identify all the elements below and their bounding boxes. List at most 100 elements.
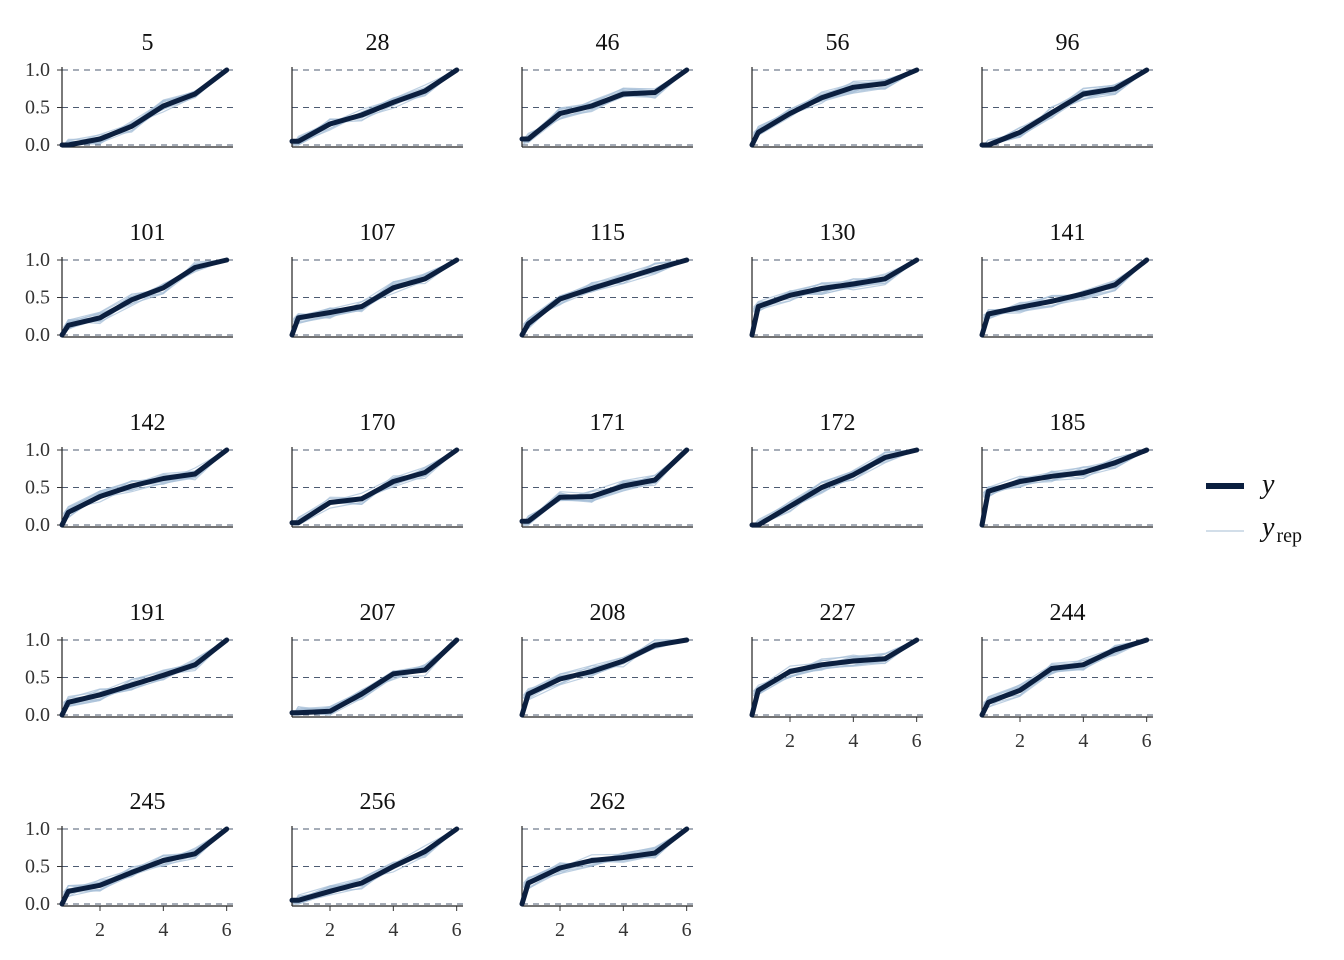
y-line <box>59 637 230 718</box>
panel-title: 207 <box>360 600 396 626</box>
yrep-line <box>523 639 687 701</box>
yrep-line <box>293 449 458 526</box>
panel-title: 101 <box>130 220 166 246</box>
y-line <box>289 826 460 903</box>
y-line <box>59 257 230 338</box>
y-tick-label: 1.0 <box>25 249 50 271</box>
y-line <box>749 257 920 338</box>
panel-title: 171 <box>590 410 626 436</box>
panel-title: 172 <box>820 410 856 436</box>
legend-yrep-label: y rep <box>1259 512 1302 547</box>
panel-title: 96 <box>1056 30 1080 56</box>
panel-title: 28 <box>366 30 390 56</box>
y-line <box>979 257 1150 338</box>
panel-title: 191 <box>130 600 166 626</box>
panel-245: 245 0.0 0.5 1.0 2 4 6 <box>25 789 233 941</box>
y-line <box>519 637 690 718</box>
x-tick-label: 2 <box>1015 730 1025 752</box>
panel-256: 256 2 4 6 <box>289 789 463 941</box>
y-tick-label: 0.0 <box>25 704 50 726</box>
panel-171: 171 <box>519 410 693 528</box>
yrep-line <box>523 449 688 526</box>
panel-title: 46 <box>596 30 620 56</box>
yrep-line <box>523 69 688 144</box>
panel-5: 5 0.0 0.5 1.0 <box>25 30 233 156</box>
x-tick-label: 6 <box>912 730 922 752</box>
x-tick-label: 2 <box>325 919 335 941</box>
y-line <box>749 637 920 718</box>
y-tick-label: 0.0 <box>25 893 50 915</box>
yrep-line <box>293 259 457 320</box>
legend-y-label: y <box>1259 469 1275 500</box>
x-tick-label: 2 <box>785 730 795 752</box>
panel-title: 141 <box>1050 220 1086 246</box>
y-line <box>289 257 460 338</box>
yrep-line <box>523 259 687 330</box>
y-line <box>289 637 460 716</box>
panel-142: 142 0.0 0.5 1.0 <box>25 410 233 536</box>
panel-130: 130 <box>749 220 923 338</box>
y-line <box>979 67 1150 148</box>
yrep-line <box>523 69 688 142</box>
yrep-line <box>523 69 688 143</box>
panel-title: 244 <box>1050 600 1086 626</box>
yrep-line <box>983 259 1148 316</box>
y-line <box>59 447 230 528</box>
panel-title: 185 <box>1050 410 1086 436</box>
x-tick-label: 6 <box>222 919 232 941</box>
x-tick-label: 4 <box>618 919 628 941</box>
y-line <box>59 67 230 148</box>
y-line <box>289 447 460 526</box>
yrep-line <box>523 69 688 142</box>
yrep-line <box>523 69 688 143</box>
yrep-line <box>63 828 228 893</box>
panel-115: 115 <box>519 220 693 338</box>
y-tick-label: 0.5 <box>25 667 50 689</box>
y-tick-label: 0.5 <box>25 856 50 878</box>
y-line <box>979 637 1150 718</box>
yrep-line <box>293 259 458 321</box>
panel-185: 185 <box>979 410 1153 528</box>
legend: y y rep <box>1206 469 1302 547</box>
yrep-line <box>523 69 688 142</box>
panel-title: 130 <box>820 220 856 246</box>
yrep-line <box>523 69 688 144</box>
y-line <box>519 447 690 524</box>
y-line <box>519 826 690 907</box>
y-tick-label: 0.0 <box>25 134 50 156</box>
yrep-line <box>293 639 458 715</box>
y-line <box>519 257 690 338</box>
y-tick-label: 1.0 <box>25 59 50 81</box>
panel-title: 5 <box>142 30 154 56</box>
panel-28: 28 <box>289 30 463 148</box>
yrep-line <box>293 259 457 320</box>
yrep-line <box>753 639 918 695</box>
panel-96: 96 <box>979 30 1153 148</box>
yrep-line <box>523 69 688 144</box>
y-tick-label: 1.0 <box>25 629 50 651</box>
panel-107: 107 <box>289 220 463 338</box>
yrep-line <box>63 828 228 893</box>
y-tick-label: 0.0 <box>25 324 50 346</box>
yrep-line <box>523 69 688 143</box>
panel-172: 172 <box>749 410 923 528</box>
panel-title: 262 <box>590 789 626 815</box>
panel-title: 142 <box>130 410 166 436</box>
x-tick-label: 4 <box>848 730 858 752</box>
x-tick-label: 4 <box>158 919 168 941</box>
x-tick-label: 6 <box>1142 730 1152 752</box>
panel-208: 208 <box>519 600 693 718</box>
panel-227: 227 2 4 6 <box>749 600 923 752</box>
panel-title: 245 <box>130 789 166 815</box>
yrep-line <box>523 69 688 140</box>
yrep-line <box>983 259 1148 316</box>
panel-262: 262 2 4 6 <box>519 789 693 941</box>
x-tick-label: 6 <box>682 919 692 941</box>
y-line <box>749 447 920 528</box>
yrep-line <box>523 69 688 143</box>
y-tick-label: 0.0 <box>25 514 50 536</box>
x-tick-label: 4 <box>1078 730 1088 752</box>
panel-244: 244 2 4 6 <box>979 600 1153 752</box>
panel-56: 56 <box>749 30 923 148</box>
